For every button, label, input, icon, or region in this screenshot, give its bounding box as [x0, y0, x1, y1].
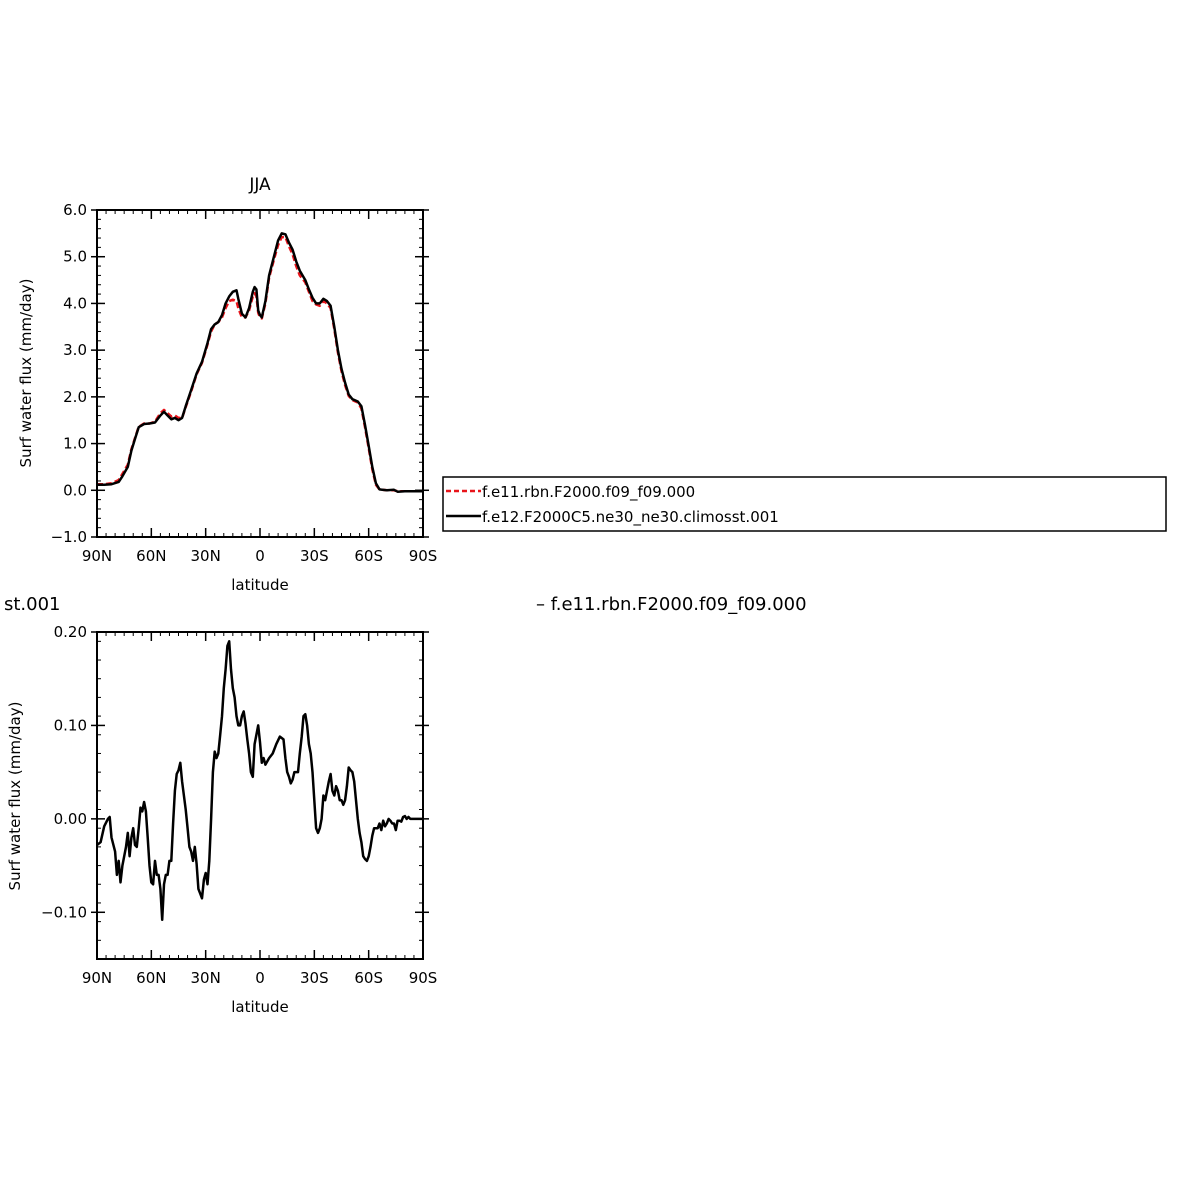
legend-entry-black: f.e12.F2000C5.ne30_ne30.climosst.001	[482, 508, 779, 527]
series-line-red-dashed	[97, 235, 423, 493]
series-line-black-solid	[97, 232, 423, 493]
partial-title-right: – f.e11.rbn.F2000.f09_f09.000	[536, 594, 807, 615]
y-tick-label: 2.0	[63, 388, 87, 406]
x-tick-label: 0	[255, 969, 265, 987]
legend: f.e11.rbn.F2000.f09_f09.000 f.e12.F2000C…	[442, 476, 1167, 532]
y-tick-label: 3.0	[63, 341, 87, 359]
legend-entry-red: f.e11.rbn.F2000.f09_f09.000	[482, 483, 695, 502]
x-tick-label: 30S	[300, 547, 329, 565]
x-tick-label: 90N	[82, 969, 112, 987]
y-tick-label: 0.0	[63, 481, 87, 499]
partial-title-left: st.001	[4, 594, 61, 615]
panel-top-xlabel: latitude	[231, 576, 289, 594]
x-tick-label: 60S	[354, 969, 383, 987]
x-tick-label: 30N	[191, 547, 221, 565]
panel-top-frame	[96, 209, 424, 538]
x-tick-label: 90S	[409, 969, 438, 987]
panel-bottom: 90N 60N 30N 0 30S 60S 90S −0.10 0.00 0.10 0.20 lat…	[6, 623, 437, 1016]
y-tick-label: 6.0	[63, 201, 87, 219]
legend-box	[442, 476, 1167, 532]
y-tick-label: −0.10	[41, 903, 87, 921]
panel-bottom-ylabel: Surf water flux (mm/day)	[6, 702, 24, 891]
x-tick-label: 30S	[300, 969, 329, 987]
y-tick-label: 0.20	[54, 623, 87, 641]
y-tick-label: 4.0	[63, 294, 87, 312]
series-line-black-solid	[96, 640, 423, 922]
y-tick-label: 1.0	[63, 435, 87, 453]
panel-top: JJA 90N 60N 30N 0 30S 60S 90S −1.0 0.0 1.0 2.0 3.0 4…	[17, 175, 437, 594]
y-tick-label: 5.0	[63, 248, 87, 266]
x-tick-label: 60S	[354, 547, 383, 565]
x-tick-label: 90S	[409, 547, 438, 565]
x-tick-label: 60N	[136, 969, 166, 987]
x-tick-label: 60N	[136, 547, 166, 565]
panel-bottom-frame	[96, 631, 424, 960]
panel-bottom-xlabel: latitude	[231, 998, 289, 1016]
x-tick-label: 0	[255, 547, 265, 565]
panel-top-ylabel: Surf water flux (mm/day)	[17, 279, 35, 468]
y-tick-label: 0.00	[54, 810, 87, 828]
y-tick-label: −1.0	[51, 528, 87, 546]
panel-top-title: JJA	[248, 175, 271, 195]
x-tick-label: 30N	[191, 969, 221, 987]
y-tick-label: 0.10	[54, 716, 87, 734]
x-tick-label: 90N	[82, 547, 112, 565]
